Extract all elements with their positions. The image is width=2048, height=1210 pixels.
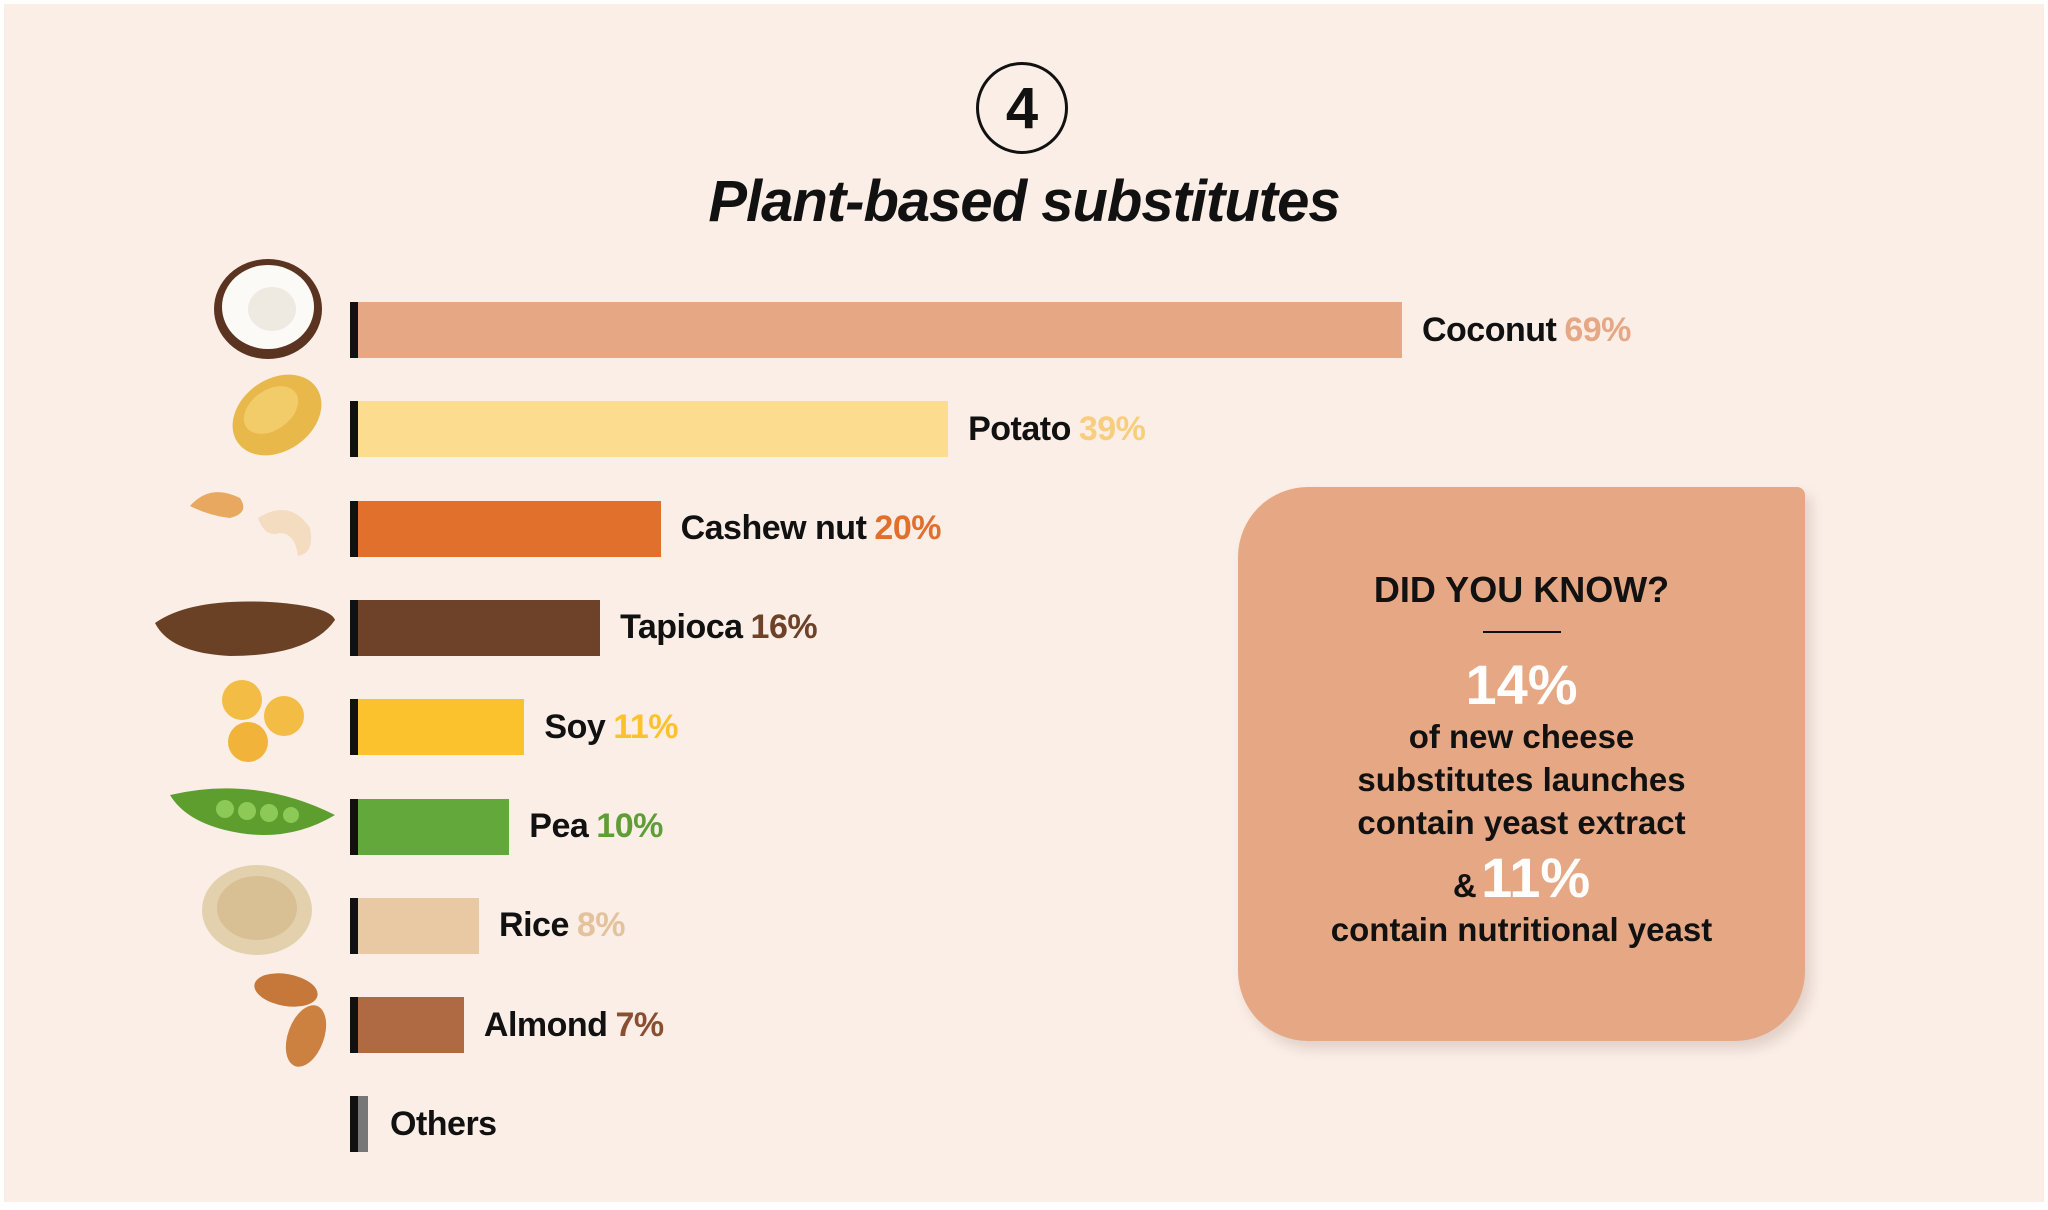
- bar-row-almond: Almond 7%: [350, 997, 664, 1054]
- bar-value-label: 10%: [596, 807, 663, 845]
- callout-text-3: contain yeast extract: [1357, 804, 1686, 841]
- bar: [358, 302, 1402, 358]
- bar-category-label: Potato: [968, 409, 1071, 448]
- bar-value-label: 16%: [750, 608, 818, 647]
- almond-icon: [254, 973, 327, 1067]
- bar-value-label: 11%: [613, 707, 678, 746]
- bar-value-label: 7%: [615, 1005, 664, 1044]
- callout-text-1: of new cheese: [1408, 718, 1635, 755]
- step-number-badge: 4: [976, 62, 1068, 154]
- callout-text-4: contain nutritional yeast: [1330, 911, 1713, 948]
- callout-ampersand: &: [1452, 867, 1477, 904]
- bar-value-label: 39%: [1078, 409, 1146, 448]
- bar-baseline-tick: [350, 401, 358, 458]
- bar-category-label: Soy: [544, 707, 606, 746]
- bar: [358, 997, 464, 1054]
- did-you-know-callout: DID YOU KNOW? 14% of new cheese substitu…: [1238, 487, 1805, 1041]
- bar-baseline-tick: [350, 302, 358, 358]
- chart-title: Plant-based substitutes: [708, 169, 1340, 234]
- bar-baseline-tick: [350, 997, 358, 1054]
- bar-baseline-tick: [350, 897, 358, 954]
- coconut-icon: [214, 259, 322, 359]
- bar-baseline-tick: [350, 599, 358, 656]
- bar: [358, 500, 661, 557]
- bar-category-label: Coconut: [1421, 310, 1557, 349]
- bar-category-label: Almond: [483, 1005, 608, 1044]
- rice-icon: [202, 865, 312, 955]
- step-number: 4: [1005, 75, 1039, 141]
- bar-category-label: Cashew nut: [680, 509, 867, 548]
- bar: [358, 1096, 368, 1153]
- potato-icon: [232, 374, 322, 456]
- callout-divider: [1482, 631, 1561, 633]
- bar-row-coconut: Coconut 69%: [350, 302, 1631, 358]
- bar-value-label: 20%: [874, 509, 941, 548]
- bar-row-pea: Pea 10%: [350, 798, 663, 855]
- bar: [358, 401, 949, 458]
- pea-pod-icon: [170, 788, 335, 835]
- cashew-icon: [190, 492, 312, 556]
- bar-row-tapioca: Tapioca 16%: [350, 599, 818, 656]
- soybean-icon: [222, 680, 304, 762]
- bar: [358, 897, 480, 954]
- bar-row-others: Others: [350, 1096, 505, 1153]
- callout-stat-2: 11%: [1481, 846, 1591, 909]
- bar-category-label: Others: [390, 1104, 497, 1143]
- tapioca-icon: [155, 601, 335, 656]
- bar: [358, 699, 525, 756]
- callout-stat-1: 14%: [1465, 653, 1578, 716]
- bar-value-label: 8%: [576, 906, 626, 945]
- bar-value-label: 69%: [1564, 310, 1631, 349]
- bar-row-rice: Rice 8%: [350, 897, 626, 954]
- bar-row-soy: Soy 11%: [350, 699, 678, 756]
- bar-category-label: Pea: [529, 807, 589, 845]
- bar-row-potato: Potato 39%: [350, 401, 1146, 458]
- bar: [358, 798, 510, 855]
- bar-baseline-tick: [350, 798, 358, 855]
- callout-heading: DID YOU KNOW?: [1373, 569, 1670, 610]
- bar-row-cashew-nut: Cashew nut 20%: [350, 500, 941, 557]
- bar-baseline-tick: [350, 500, 358, 557]
- bar-baseline-tick: [350, 699, 358, 756]
- bar-baseline-tick: [350, 1096, 358, 1153]
- bar-category-label: Tapioca: [620, 608, 743, 647]
- bar-category-label: Rice: [499, 906, 569, 945]
- bar: [358, 599, 601, 656]
- callout-text-2: substitutes launches: [1357, 761, 1686, 798]
